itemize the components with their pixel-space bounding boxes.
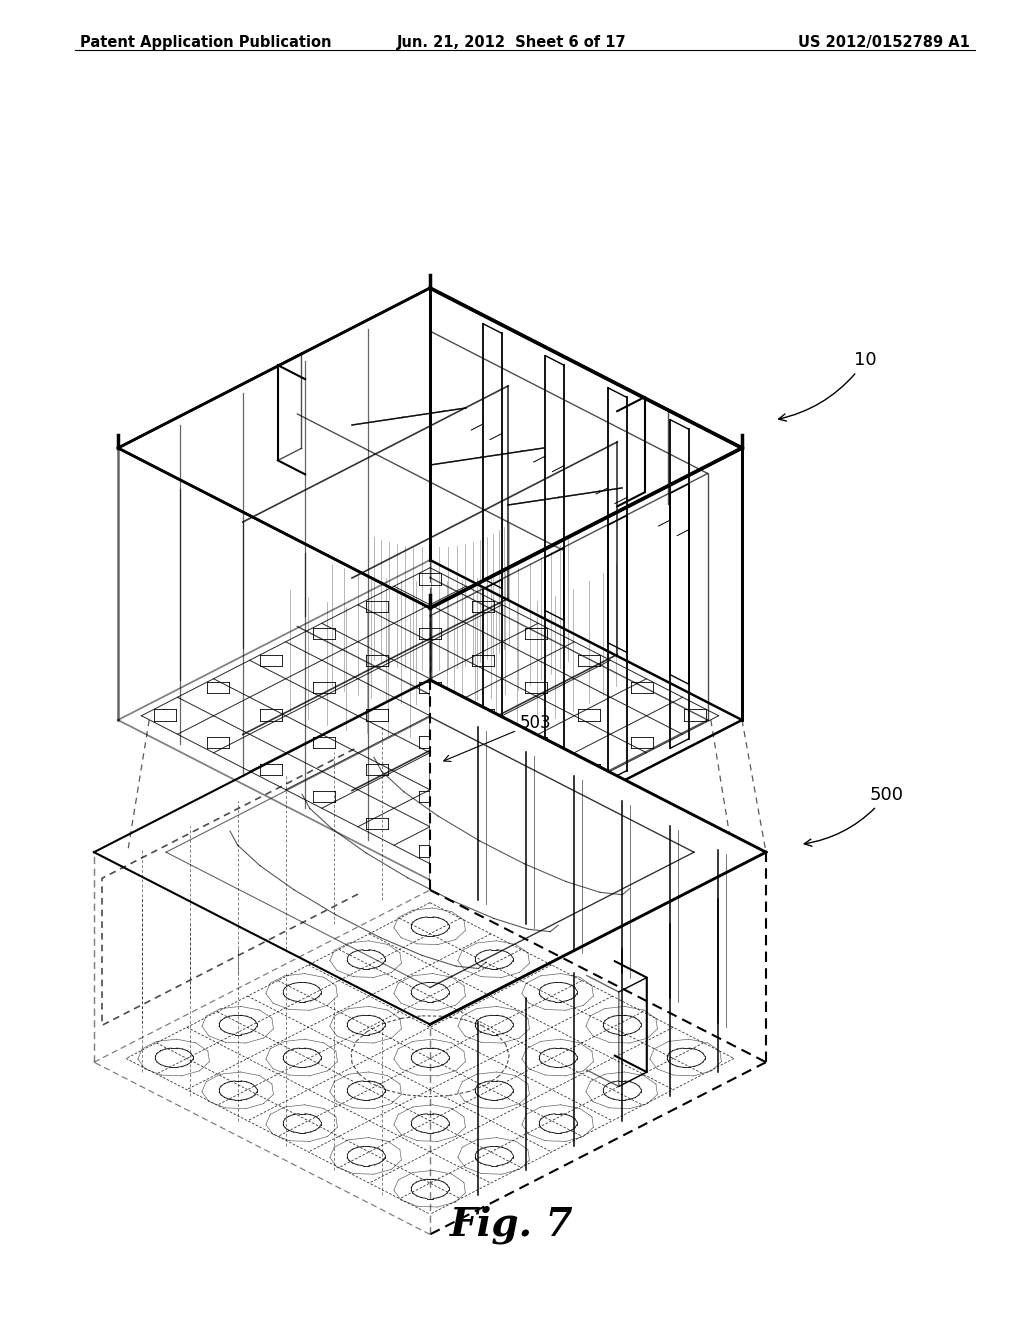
Text: Fig. 7: Fig. 7 xyxy=(451,1205,573,1245)
Text: 500: 500 xyxy=(804,785,904,846)
Text: 10: 10 xyxy=(778,351,877,421)
Polygon shape xyxy=(430,288,742,719)
Polygon shape xyxy=(118,560,742,880)
Text: Patent Application Publication: Patent Application Publication xyxy=(80,36,332,50)
Text: US 2012/0152789 A1: US 2012/0152789 A1 xyxy=(798,36,970,50)
Polygon shape xyxy=(430,447,742,880)
Polygon shape xyxy=(94,890,766,1234)
Polygon shape xyxy=(430,853,766,1234)
Polygon shape xyxy=(430,680,766,1063)
Text: Jun. 21, 2012  Sheet 6 of 17: Jun. 21, 2012 Sheet 6 of 17 xyxy=(397,36,627,50)
Text: 503: 503 xyxy=(443,714,552,762)
